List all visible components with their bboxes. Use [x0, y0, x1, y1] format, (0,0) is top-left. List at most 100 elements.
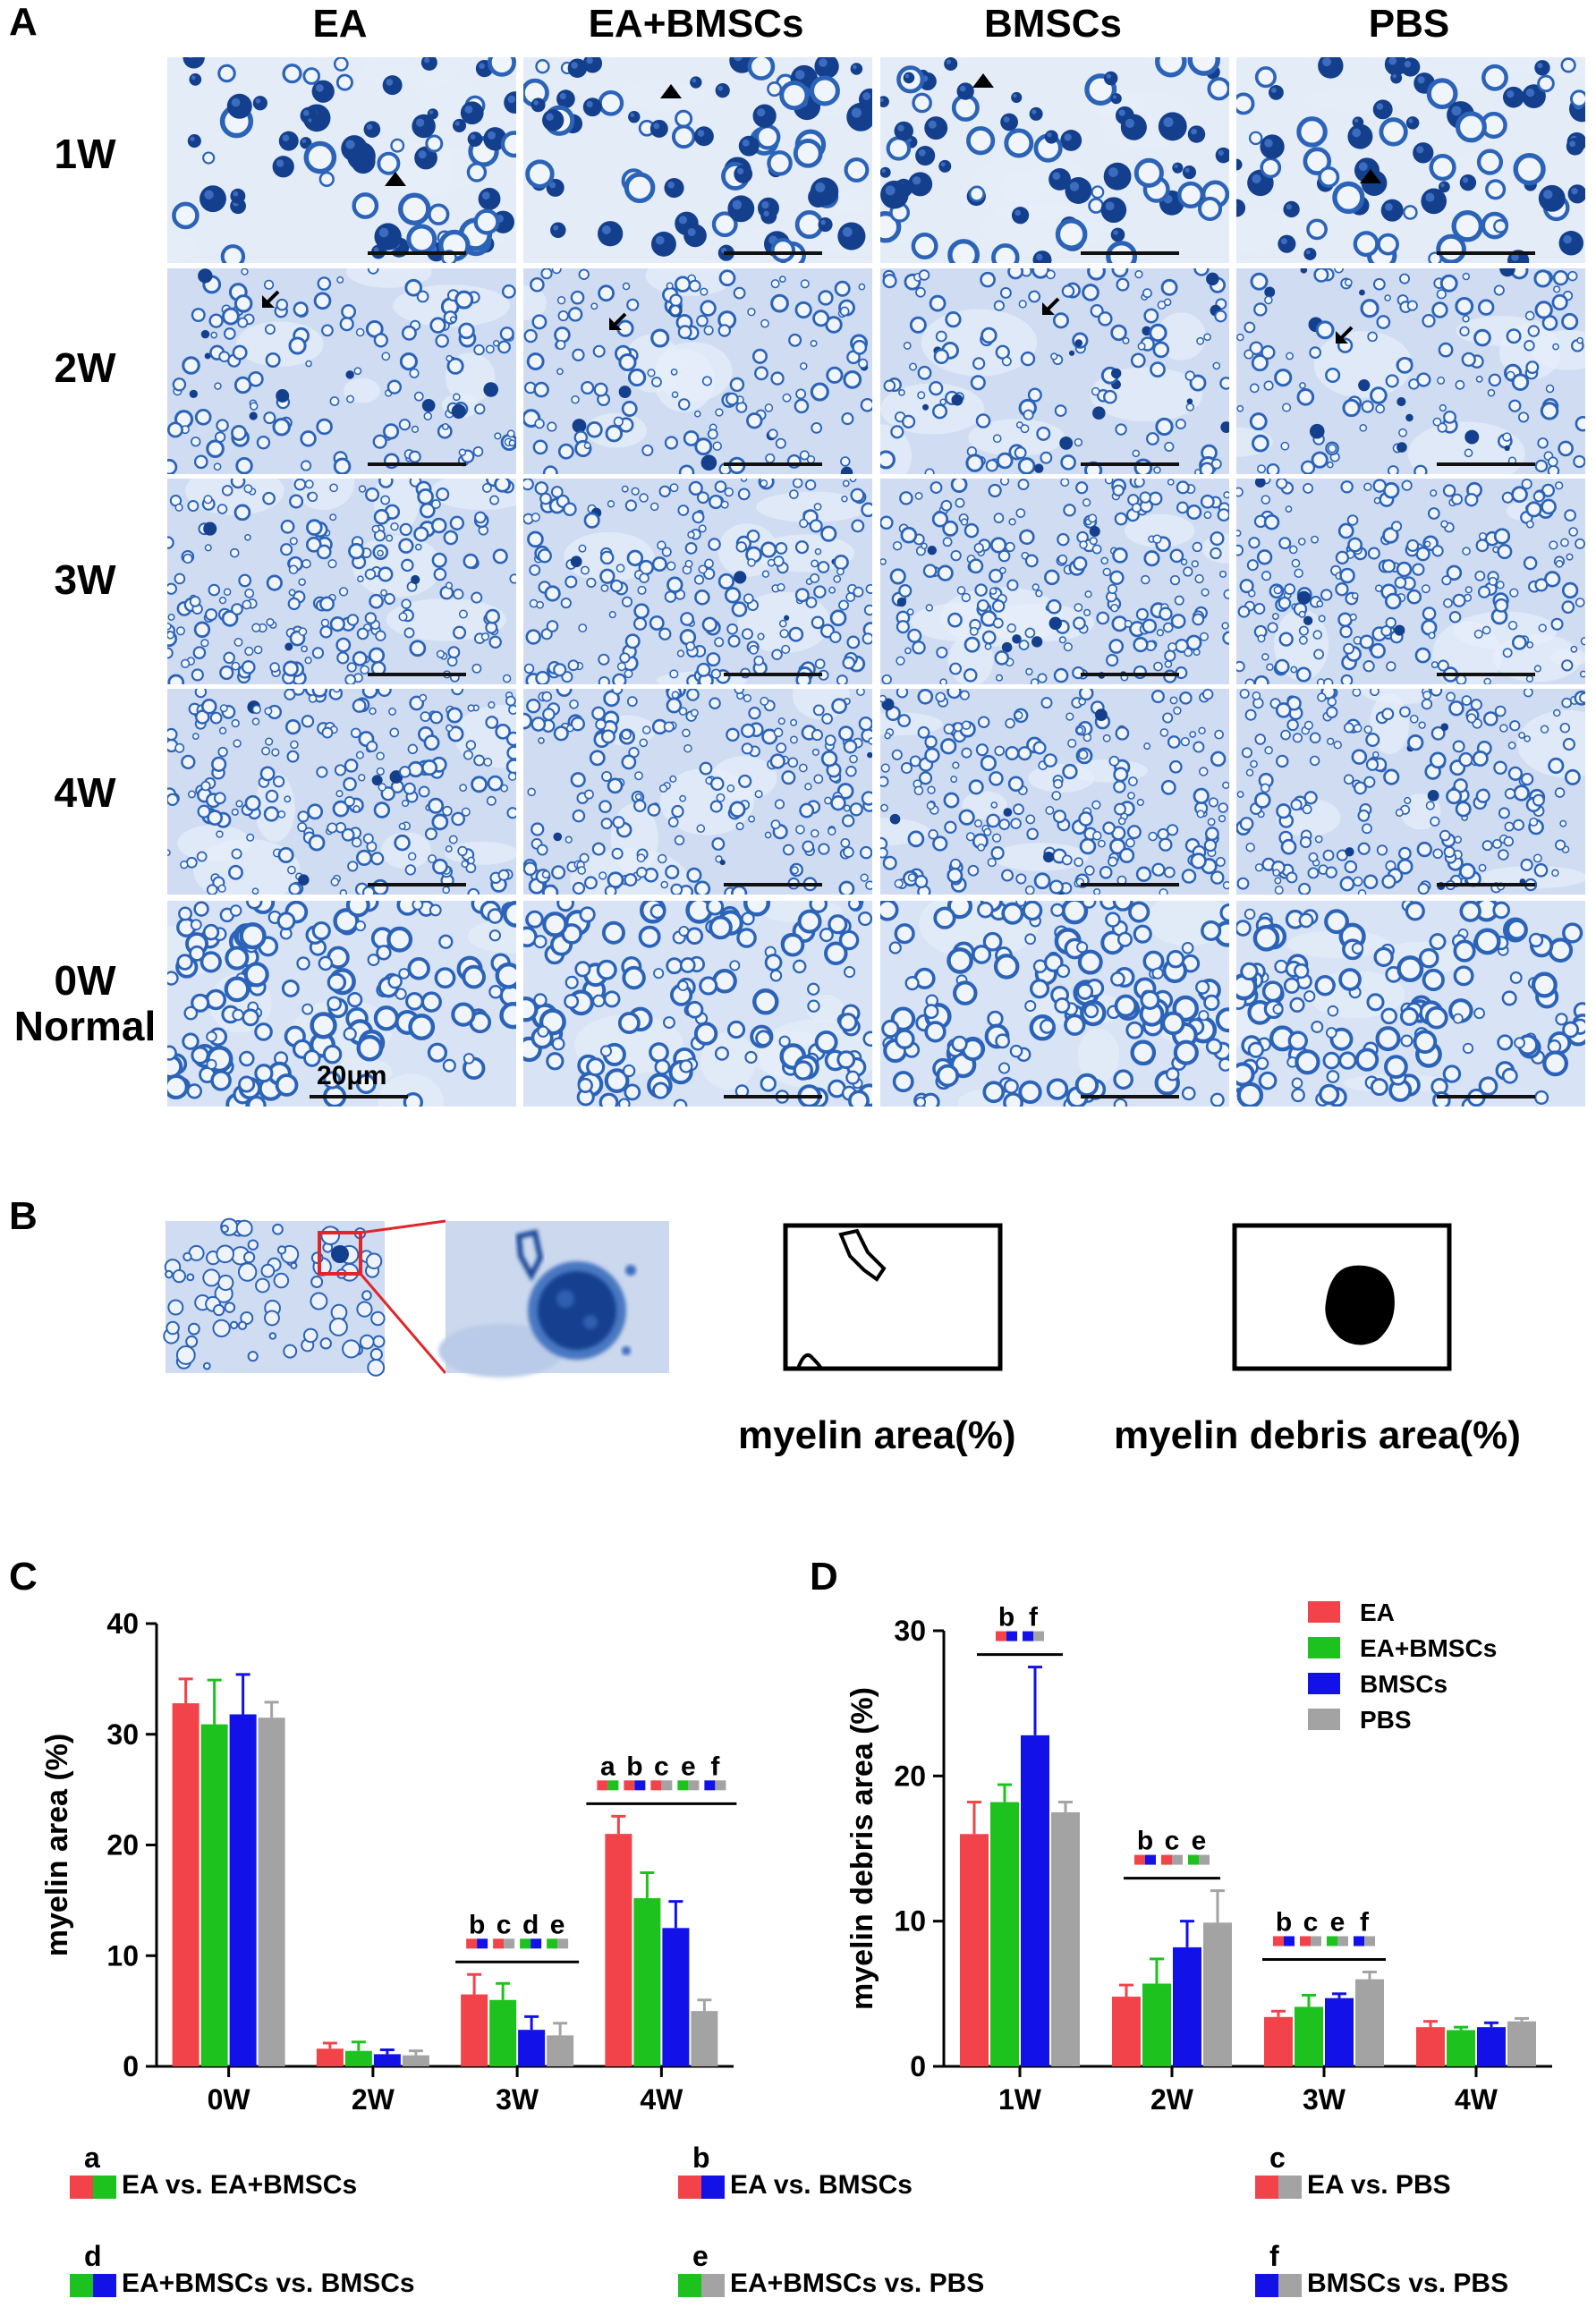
caption-myelin-debris-area: myelin debris area(%) [1114, 1413, 1521, 1457]
sig-swatch-left [597, 1780, 608, 1791]
sig-letter: e [681, 1751, 696, 1781]
sig-swatch-right [1145, 1854, 1156, 1865]
micrograph-4w-pbs [1235, 688, 1586, 895]
micrograph-1w-pbs [1235, 56, 1586, 264]
bar-ea-bmscs-2w [344, 2050, 372, 2066]
sig-swatch-left [466, 1938, 478, 1949]
sig-swatch-right [531, 1938, 542, 1949]
key-swatch-right [701, 2176, 725, 2199]
sig-letter: b [998, 1603, 1014, 1633]
scale-bar [1437, 883, 1535, 886]
key-swatch-right [1278, 2176, 1302, 2199]
scale-bar [724, 1095, 822, 1098]
bar-bmscs-3w [1325, 1997, 1354, 2066]
sig-swatch-right [1284, 1936, 1295, 1947]
y-axis-label: myelin debris area (%) [845, 1687, 879, 2010]
x-tick-label: 4W [640, 2083, 683, 2116]
sig-letter: e [550, 1910, 565, 1939]
bar-ea-3w [461, 1994, 488, 2066]
key-text: EA+BMSCs vs. PBS [730, 2269, 985, 2298]
row-header-0w: 0W [54, 957, 116, 1004]
x-tick-label: 3W [1303, 2083, 1346, 2116]
legend-label: PBS [1360, 1706, 1412, 1734]
panel-label-c: C [9, 1555, 38, 1599]
sig-letter: e [1192, 1827, 1207, 1856]
y-tick-label: 10 [894, 1905, 926, 1938]
micrograph-4w-bmscs [879, 688, 1230, 895]
key-text: EA vs. BMSCs [730, 2170, 913, 2200]
sig-swatch-right [557, 1938, 569, 1949]
row-header-4w: 4W [54, 769, 116, 816]
bar-bmscs-1w [1021, 1734, 1049, 2066]
sig-swatch-right [1033, 1631, 1044, 1641]
row-header-2w: 2W [54, 344, 116, 391]
sig-letter: e [1330, 1907, 1346, 1937]
bar-ea-3w [1264, 2016, 1293, 2066]
sig-letter: a [600, 1751, 615, 1781]
micrograph-2w-pbs [1235, 267, 1586, 475]
panel-b-schematic [163, 1217, 1452, 1378]
legend-label: EA+BMSCs [1360, 1634, 1497, 1662]
y-axis-label: myelin area (%) [40, 1734, 74, 1956]
sig-letter: c [497, 1910, 512, 1939]
bar-ea-bmscs-3w [489, 1999, 517, 2066]
bar-ea-bmscs-1w [990, 1802, 1019, 2066]
sig-letter: c [654, 1751, 669, 1781]
sig-swatch-left [996, 1631, 1006, 1641]
scale-bar [368, 251, 466, 255]
bar-pbs-2w [1203, 1922, 1232, 2066]
sig-swatch-left [1273, 1936, 1284, 1947]
sig-letter: f [1029, 1603, 1039, 1633]
micrograph-3w-ea-bmscs [522, 478, 873, 685]
bar-bmscs-4w [1477, 2027, 1506, 2066]
panel-label-a: A [9, 0, 38, 44]
bar-ea-bmscs-4w [1447, 2030, 1475, 2066]
scale-bar [368, 462, 466, 466]
bar-ea-bmscs-4w [633, 1897, 661, 2066]
scale-bar [1081, 462, 1179, 466]
sig-swatch-right [661, 1780, 673, 1791]
caption-myelin-area: myelin area(%) [738, 1413, 1016, 1457]
x-tick-label: 4W [1455, 2083, 1498, 2116]
key-letter: c [1269, 2142, 1286, 2174]
legend-label: BMSCs [1360, 1670, 1447, 1698]
key-letter: e [692, 2240, 709, 2272]
micrograph-0w-ea-bmscs [522, 900, 873, 1107]
bar-bmscs-4w [662, 1928, 690, 2066]
sig-swatch-left [1134, 1854, 1145, 1865]
sig-letter: b [469, 1910, 485, 1939]
bar-bmscs-3w [518, 2030, 546, 2066]
bar-pbs-0w [258, 1718, 285, 2066]
bar-bmscs-2w [1173, 1947, 1201, 2066]
key-swatch-left [1255, 2176, 1278, 2199]
scale-bar [368, 883, 466, 886]
bar-ea-bmscs-3w [1295, 2006, 1323, 2066]
micrograph-1w-bmscs [879, 56, 1230, 264]
sig-swatch-left [1300, 1936, 1311, 1947]
key-swatch-right [93, 2274, 116, 2297]
debris-fill-box [1232, 1223, 1452, 1371]
micrograph-4w-ea-bmscs [522, 688, 873, 895]
x-tick-label: 1W [998, 2083, 1042, 2116]
micrograph-3w-bmscs [879, 478, 1230, 685]
legend-swatch [1308, 1709, 1340, 1730]
bar-ea-0w [172, 1703, 200, 2066]
sig-swatch-left [547, 1938, 558, 1949]
bar-ea-bmscs-0w [200, 1724, 228, 2066]
bar-ea-2w [1112, 1997, 1141, 2066]
key-swatch-right [93, 2176, 116, 2199]
sig-swatch-right [1311, 1936, 1321, 1947]
sig-letter: b [626, 1751, 642, 1781]
legend-swatch [1308, 1637, 1340, 1658]
sig-letter: f [710, 1751, 720, 1781]
scale-bar [724, 673, 822, 676]
sig-swatch-right [504, 1938, 515, 1949]
micrograph-1w-ea-bmscs [522, 56, 873, 264]
legend-swatch [1308, 1673, 1340, 1694]
y-tick-label: 10 [106, 1939, 139, 1972]
arrowhead-marker [1360, 169, 1381, 183]
micrograph-4w-ea [166, 688, 517, 895]
key-swatch-left [678, 2274, 701, 2297]
scale-bar [724, 462, 822, 466]
micrograph-1w-ea [166, 56, 517, 264]
